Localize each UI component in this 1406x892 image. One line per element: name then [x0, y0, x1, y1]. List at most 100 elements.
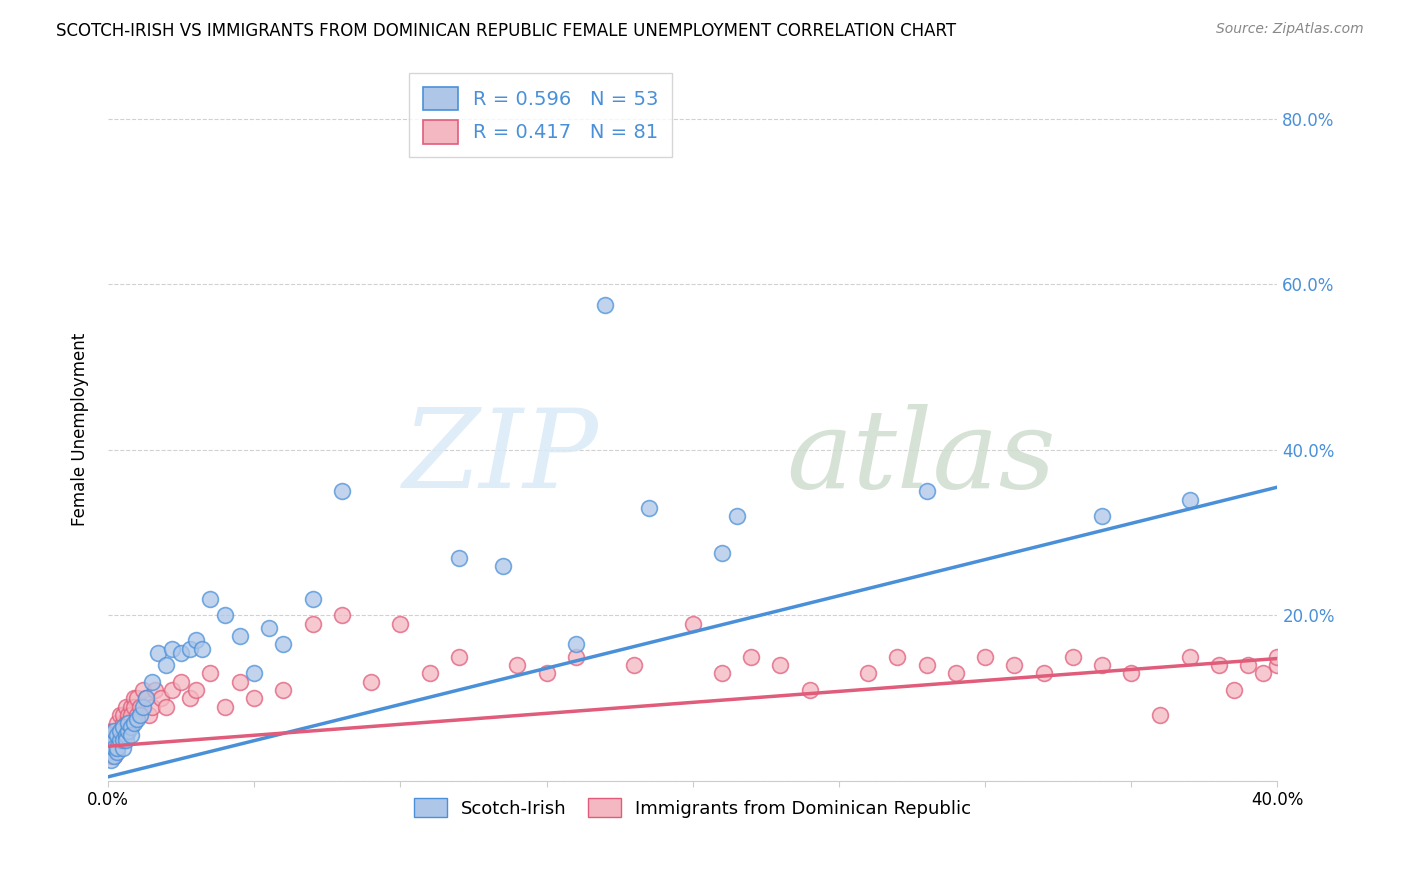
Point: [141, 699, 163, 714]
Y-axis label: Female Unemployment: Female Unemployment: [72, 333, 89, 526]
Point: [135, 691, 157, 706]
Point: [162, 682, 184, 697]
Point: [682, 616, 704, 631]
Point: [1178, 492, 1201, 507]
Point: [915, 658, 938, 673]
Point: [170, 674, 193, 689]
Point: [111, 720, 134, 734]
Point: [103, 732, 125, 747]
Point: [103, 740, 125, 755]
Point: [105, 745, 128, 759]
Point: [103, 749, 125, 764]
Point: [103, 732, 125, 747]
Point: [1208, 658, 1230, 673]
Point: [243, 691, 266, 706]
Point: [301, 616, 323, 631]
Point: [155, 699, 177, 714]
Legend: Scotch-Irish, Immigrants from Dominican Republic: Scotch-Irish, Immigrants from Dominican …: [406, 790, 979, 825]
Point: [108, 724, 131, 739]
Point: [273, 682, 295, 697]
Text: atlas: atlas: [786, 403, 1056, 511]
Point: [257, 621, 280, 635]
Point: [108, 724, 131, 739]
Text: Source: ZipAtlas.com: Source: ZipAtlas.com: [1216, 22, 1364, 37]
Point: [129, 699, 152, 714]
Point: [114, 716, 136, 731]
Point: [740, 649, 762, 664]
Point: [100, 745, 122, 759]
Point: [447, 550, 470, 565]
Point: [105, 724, 128, 739]
Point: [273, 637, 295, 651]
Point: [105, 716, 128, 731]
Point: [593, 298, 616, 312]
Point: [856, 666, 879, 681]
Point: [184, 682, 207, 697]
Point: [536, 666, 558, 681]
Point: [114, 729, 136, 743]
Point: [200, 666, 222, 681]
Point: [127, 691, 149, 706]
Point: [105, 740, 128, 755]
Point: [100, 737, 122, 751]
Point: [710, 666, 733, 681]
Point: [117, 716, 139, 731]
Point: [623, 658, 645, 673]
Point: [111, 716, 134, 731]
Point: [124, 699, 146, 714]
Point: [114, 724, 136, 739]
Point: [117, 716, 139, 731]
Point: [1222, 682, 1244, 697]
Point: [564, 637, 586, 651]
Point: [100, 732, 122, 747]
Point: [1091, 509, 1114, 524]
Point: [127, 707, 149, 722]
Point: [105, 729, 128, 743]
Point: [132, 682, 155, 697]
Point: [143, 682, 166, 697]
Point: [135, 691, 157, 706]
Point: [330, 484, 353, 499]
Point: [228, 674, 250, 689]
Point: [179, 641, 201, 656]
Point: [114, 732, 136, 747]
Point: [124, 716, 146, 731]
Point: [184, 633, 207, 648]
Point: [103, 724, 125, 739]
Point: [1178, 649, 1201, 664]
Point: [769, 658, 792, 673]
Point: [447, 649, 470, 664]
Point: [1267, 658, 1289, 673]
Text: ZIP: ZIP: [404, 403, 599, 511]
Point: [108, 732, 131, 747]
Point: [799, 682, 821, 697]
Point: [103, 732, 125, 747]
Point: [100, 740, 122, 755]
Point: [138, 707, 160, 722]
Point: [360, 674, 382, 689]
Point: [120, 720, 142, 734]
Point: [120, 729, 142, 743]
Point: [120, 707, 142, 722]
Point: [710, 546, 733, 560]
Point: [725, 509, 748, 524]
Point: [886, 649, 908, 664]
Point: [114, 699, 136, 714]
Point: [108, 732, 131, 747]
Point: [190, 641, 212, 656]
Point: [100, 749, 122, 764]
Point: [129, 707, 152, 722]
Point: [100, 729, 122, 743]
Point: [1267, 649, 1289, 664]
Point: [1237, 658, 1260, 673]
Point: [170, 646, 193, 660]
Point: [1032, 666, 1054, 681]
Point: [564, 649, 586, 664]
Point: [1062, 649, 1084, 664]
Point: [141, 674, 163, 689]
Point: [155, 658, 177, 673]
Point: [108, 707, 131, 722]
Point: [228, 629, 250, 643]
Point: [945, 666, 967, 681]
Point: [103, 740, 125, 755]
